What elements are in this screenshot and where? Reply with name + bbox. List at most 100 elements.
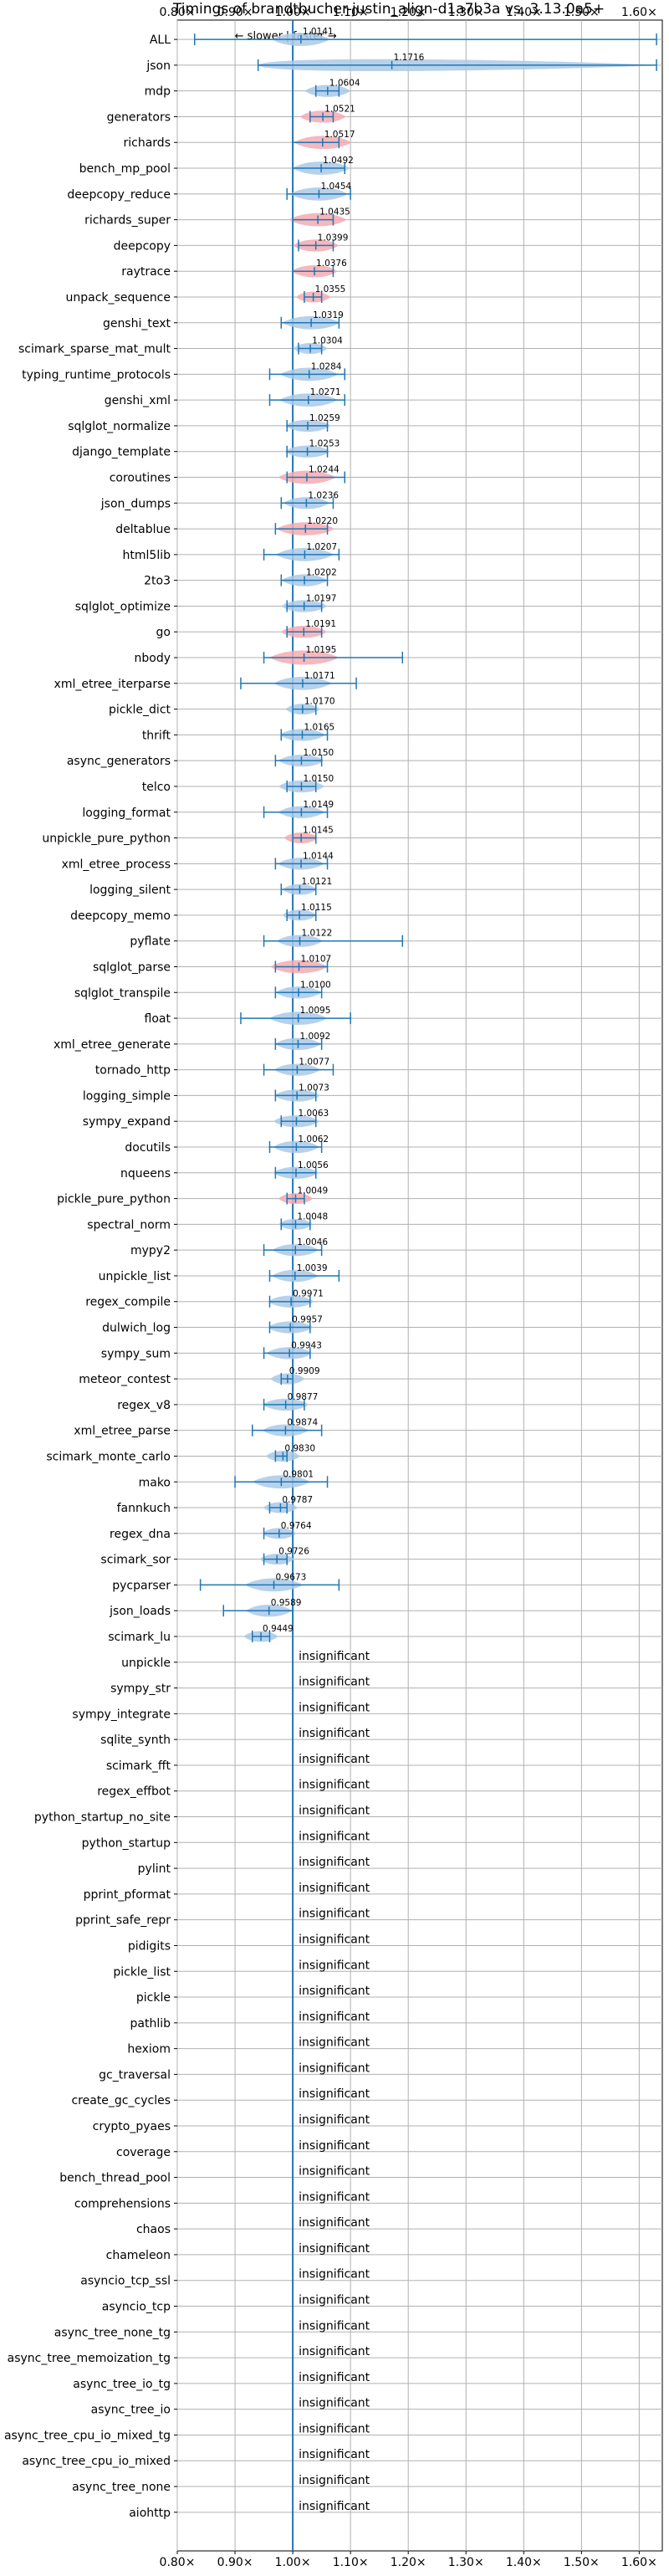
insignificant-label: insignificant — [299, 1882, 370, 1895]
insignificant-label: insignificant — [299, 1856, 370, 1869]
value-label: 1.0355 — [315, 284, 346, 294]
category-label: pidigits — [128, 1939, 171, 1953]
value-label: 1.0144 — [303, 851, 334, 861]
insignificant-label: insignificant — [299, 1676, 370, 1689]
insignificant-label: insignificant — [299, 1933, 370, 1946]
category-label: async_tree_cpu_io_mixed — [22, 2455, 171, 2468]
value-label: 1.0056 — [298, 1160, 329, 1170]
value-label: 1.0171 — [304, 671, 335, 681]
insignificant-label: insignificant — [299, 1727, 370, 1740]
category-label: scimark_lu — [108, 1631, 171, 1644]
insignificant-label: insignificant — [299, 2139, 370, 2153]
category-label: pathlib — [130, 2017, 171, 2031]
value-label: 1.0399 — [318, 233, 349, 243]
value-label: 1.0236 — [308, 490, 339, 500]
value-label: 0.9801 — [283, 1469, 314, 1479]
x-tick-label-top: 1.40× — [506, 6, 542, 19]
value-label: 1.0195 — [306, 645, 337, 655]
value-label: 1.0165 — [304, 722, 334, 732]
category-label: genshi_text — [103, 317, 171, 330]
category-label: logging_format — [82, 807, 171, 820]
category-labels: ALL json mdp generators richards bench_mp_poo… — [4, 33, 177, 2520]
insignificant-label: insignificant — [299, 2474, 370, 2487]
category-label: pickle_list — [113, 1965, 171, 1979]
category-label: sqlglot_transpile — [74, 986, 171, 1000]
category-label: sympy_expand — [83, 1115, 171, 1129]
insignificant-label: insignificant — [299, 1830, 370, 1843]
value-label: 1.0244 — [309, 465, 340, 475]
insignificant-label: insignificant — [299, 2113, 370, 2127]
insignificant-label: insignificant — [299, 1959, 370, 1972]
value-label: 0.9877 — [288, 1392, 319, 1402]
value-label: 1.1716 — [394, 53, 425, 63]
x-tick-label-top: 0.80× — [160, 6, 196, 19]
x-axis-ticks: 0.80× 0.80× 0.90× 0.90× 1.00× 1.00× 1.10× 1.10×… — [160, 6, 657, 2569]
x-tick-label-bottom: 1.60× — [621, 2556, 657, 2569]
value-label: 1.0376 — [316, 259, 347, 269]
category-label: regex_compile — [85, 1296, 171, 1309]
insignificant-label: insignificant — [299, 2422, 370, 2435]
category-label: mdp — [145, 85, 171, 99]
x-tick-label-bottom: 1.10× — [333, 2556, 369, 2569]
violin-marks: 1.0141 1.1716 1.0604 1.0521 1.0517 1.0492 1.04… — [193, 20, 657, 2551]
category-label: python_startup — [82, 1836, 171, 1850]
value-label: 1.0077 — [299, 1058, 329, 1068]
category-label: scimark_monte_carlo — [46, 1450, 171, 1463]
category-label: scimark_fft — [106, 1759, 171, 1773]
value-label: 0.9589 — [271, 1598, 302, 1608]
category-label: spectral_norm — [87, 1218, 171, 1232]
category-label: python_startup_no_site — [34, 1811, 171, 1825]
category-label: nbody — [135, 652, 171, 665]
category-label: deepcopy_memo — [70, 909, 171, 923]
category-label: richards — [124, 136, 171, 150]
category-label: unpickle — [121, 1657, 171, 1670]
value-label: 0.9726 — [278, 1547, 309, 1557]
value-label: 1.0191 — [305, 619, 336, 629]
category-label: comprehensions — [74, 2197, 171, 2210]
category-label: pprint_pformat — [84, 1888, 171, 1902]
category-label: chameleon — [106, 2249, 171, 2262]
x-tick-label-bottom: 0.80× — [160, 2556, 196, 2569]
category-label: raytrace — [121, 265, 171, 279]
value-label: 0.9449 — [263, 1624, 294, 1634]
value-label: 1.0604 — [329, 79, 360, 89]
insignificant-label: insignificant — [299, 2242, 370, 2256]
value-label: 1.0049 — [297, 1186, 328, 1196]
grid-lines — [176, 20, 662, 2551]
category-label: async_tree_none — [72, 2481, 171, 2494]
category-label: chaos — [136, 2223, 171, 2236]
insignificant-label: insignificant — [299, 2190, 370, 2204]
value-label: 1.0145 — [303, 826, 334, 836]
x-tick-label-bottom: 1.00× — [275, 2556, 311, 2569]
category-label: json_loads — [109, 1605, 171, 1618]
category-label: xml_etree_iterparse — [54, 678, 171, 691]
value-label: 1.0046 — [297, 1237, 328, 1247]
category-label: html5lib — [123, 549, 171, 562]
insignificant-label: insignificant — [299, 2268, 370, 2282]
insignificant-label: insignificant — [299, 1779, 370, 1792]
value-label: 1.0095 — [300, 1006, 331, 1016]
value-label: 1.0207 — [306, 542, 337, 552]
value-label: 1.0063 — [298, 1109, 329, 1119]
category-label: mako — [139, 1476, 171, 1489]
value-label: 1.0073 — [299, 1083, 329, 1093]
value-label: 1.0150 — [303, 774, 334, 784]
category-label: async_tree_none_tg — [54, 2326, 171, 2339]
category-label: generators — [107, 110, 171, 124]
insignificant-label: insignificant — [299, 2319, 370, 2333]
value-label: 1.0284 — [311, 361, 342, 371]
x-tick-label-top: 1.00× — [275, 6, 311, 19]
value-label: 1.0304 — [312, 336, 343, 346]
value-label: 1.0319 — [313, 310, 344, 320]
insignificant-label: insignificant — [299, 2087, 370, 2101]
category-label: regex_dna — [110, 1528, 171, 1541]
x-tick-label-top: 0.90× — [217, 6, 253, 19]
insignificant-label: insignificant — [299, 2216, 370, 2230]
category-label: scimark_sor — [100, 1554, 171, 1567]
insignificant-label: insignificant — [299, 2345, 370, 2358]
value-label: 1.0454 — [320, 182, 351, 192]
category-label: aiohttp — [129, 2507, 171, 2520]
category-label: async_tree_io_tg — [73, 2378, 171, 2391]
x-tick-label-top: 1.20× — [391, 6, 426, 19]
